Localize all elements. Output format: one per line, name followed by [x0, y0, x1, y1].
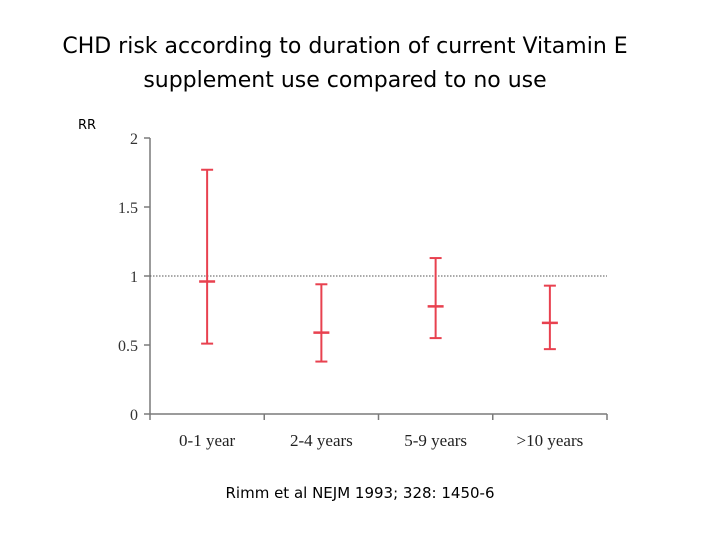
chart-title-line2: supplement use compared to no use [143, 68, 547, 93]
chart-title: CHD risk according to duration of curren… [0, 30, 690, 98]
x-category-label: 2-4 years [290, 431, 353, 450]
citation: Rimm et al NEJM 1993; 328: 1450-6 [225, 484, 495, 502]
y-axis-label: RR [78, 118, 97, 133]
y-tick-label: 1 [130, 269, 138, 286]
y-tick-label: 2 [130, 131, 138, 148]
x-category-label: >10 years [517, 431, 584, 450]
chart-title-line1: CHD risk according to duration of curren… [62, 34, 628, 59]
y-tick-label: 0 [130, 407, 138, 424]
y-tick-label: 0.5 [118, 338, 138, 355]
x-category-label: 0-1 year [179, 431, 236, 450]
y-tick-label: 1.5 [118, 200, 138, 217]
x-category-label: 5-9 years [404, 431, 467, 450]
